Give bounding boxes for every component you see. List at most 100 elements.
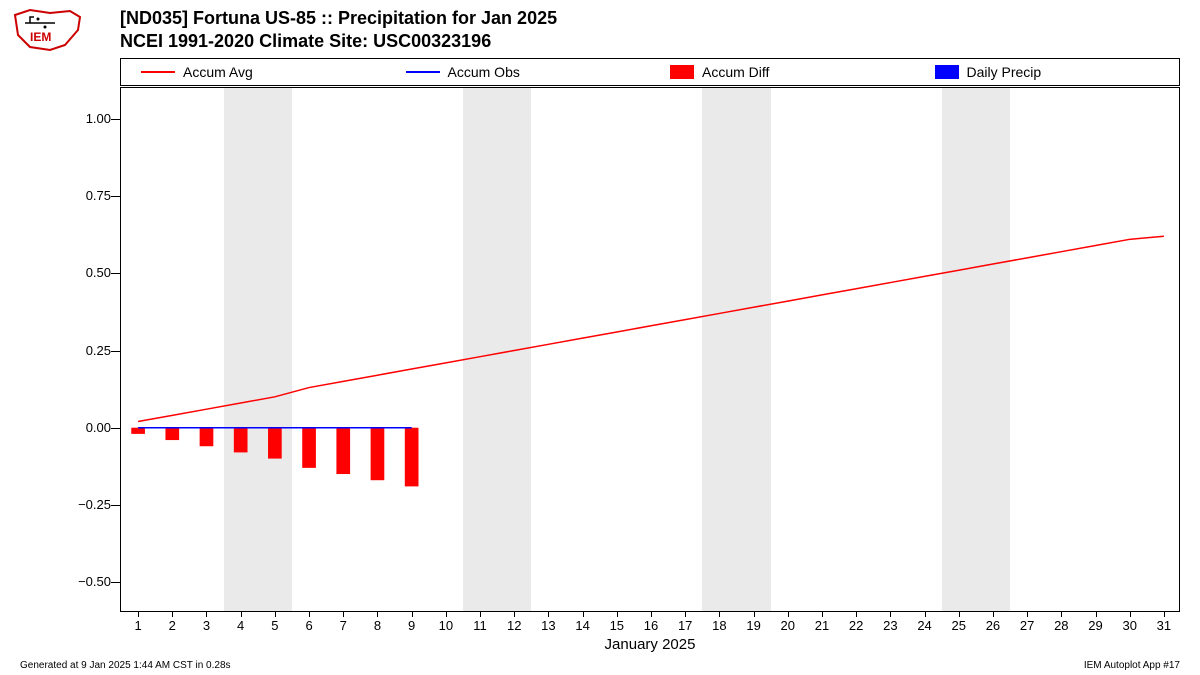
xtick [514, 611, 515, 617]
legend-item-accum-obs: Accum Obs [386, 64, 651, 80]
ytick-label: 0.50 [61, 265, 111, 280]
xtick [925, 611, 926, 617]
bar-accum-diff [165, 428, 179, 440]
footer-right: IEM Autoplot App #17 [1084, 660, 1180, 671]
iem-logo: IEM [10, 5, 85, 55]
xtick-label: 24 [917, 618, 931, 633]
xtick [275, 611, 276, 617]
legend-swatch-line [141, 71, 175, 73]
xtick-label: 15 [610, 618, 624, 633]
xtick [856, 611, 857, 617]
xtick-label: 31 [1157, 618, 1171, 633]
xtick [719, 611, 720, 617]
legend-label: Daily Precip [967, 64, 1042, 80]
xtick-label: 30 [1122, 618, 1136, 633]
bar-accum-diff [302, 428, 316, 468]
xtick [1027, 611, 1028, 617]
xtick [138, 611, 139, 617]
bar-accum-diff [200, 428, 214, 447]
xtick [548, 611, 549, 617]
xtick-label: 19 [746, 618, 760, 633]
xtick-label: 25 [952, 618, 966, 633]
title-line2: NCEI 1991-2020 Climate Site: USC00323196 [120, 31, 557, 52]
title-line1: [ND035] Fortuna US-85 :: Precipitation f… [120, 8, 557, 29]
ytick [111, 196, 121, 197]
xtick-label: 8 [374, 618, 381, 633]
xtick-label: 23 [883, 618, 897, 633]
xtick-label: 7 [340, 618, 347, 633]
bar-accum-diff [336, 428, 350, 474]
ytick-label: 0.75 [61, 188, 111, 203]
ytick [111, 119, 121, 120]
legend-label: Accum Avg [183, 64, 253, 80]
xtick-label: 9 [408, 618, 415, 633]
ytick [111, 505, 121, 506]
ytick [111, 428, 121, 429]
xtick [480, 611, 481, 617]
legend-label: Accum Diff [702, 64, 769, 80]
ytick-label: −0.50 [61, 574, 111, 589]
xtick [1164, 611, 1165, 617]
xtick [446, 611, 447, 617]
ytick [111, 351, 121, 352]
xtick [1130, 611, 1131, 617]
xtick [822, 611, 823, 617]
legend-swatch-rect [935, 65, 959, 79]
xtick [309, 611, 310, 617]
chart-svg [121, 88, 1179, 611]
ytick-label: 0.00 [61, 420, 111, 435]
xtick [788, 611, 789, 617]
xtick [206, 611, 207, 617]
xtick-label: 12 [507, 618, 521, 633]
xtick [617, 611, 618, 617]
chart-container: IEM [ND035] Fortuna US-85 :: Precipitati… [0, 0, 1200, 675]
line-accum-avg [138, 236, 1164, 421]
xtick [1096, 611, 1097, 617]
legend-swatch-line [406, 71, 440, 73]
bar-accum-diff [371, 428, 385, 481]
xtick [754, 611, 755, 617]
x-axis-label: January 2025 [605, 636, 696, 653]
xtick-label: 29 [1088, 618, 1102, 633]
xtick-label: 13 [541, 618, 555, 633]
xtick-label: 16 [644, 618, 658, 633]
legend-item-accum-diff: Accum Diff [650, 64, 915, 80]
title-block: [ND035] Fortuna US-85 :: Precipitation f… [120, 8, 557, 52]
xtick-label: 22 [849, 618, 863, 633]
ytick-label: 0.25 [61, 343, 111, 358]
xtick-label: 27 [1020, 618, 1034, 633]
legend-item-daily-precip: Daily Precip [915, 64, 1180, 80]
bar-accum-diff [131, 428, 145, 434]
footer-left: Generated at 9 Jan 2025 1:44 AM CST in 0… [20, 660, 231, 671]
bar-accum-diff [234, 428, 248, 453]
xtick-label: 5 [271, 618, 278, 633]
legend: Accum Avg Accum Obs Accum Diff Daily Pre… [120, 58, 1180, 86]
xtick [1061, 611, 1062, 617]
ytick [111, 273, 121, 274]
xtick [890, 611, 891, 617]
bar-accum-diff [268, 428, 282, 459]
legend-swatch-rect [670, 65, 694, 79]
xtick-label: 10 [439, 618, 453, 633]
ytick [111, 582, 121, 583]
xtick [583, 611, 584, 617]
legend-item-accum-avg: Accum Avg [121, 64, 386, 80]
xtick-label: 1 [134, 618, 141, 633]
xtick-label: 26 [986, 618, 1000, 633]
xtick-label: 21 [815, 618, 829, 633]
svg-text:IEM: IEM [30, 30, 51, 44]
xtick [651, 611, 652, 617]
legend-label: Accum Obs [448, 64, 520, 80]
ytick-label: 1.00 [61, 111, 111, 126]
xtick [241, 611, 242, 617]
xtick [412, 611, 413, 617]
xtick-label: 20 [781, 618, 795, 633]
xtick-label: 17 [678, 618, 692, 633]
xtick-label: 6 [305, 618, 312, 633]
xtick-label: 18 [712, 618, 726, 633]
xtick-label: 3 [203, 618, 210, 633]
xtick-label: 28 [1054, 618, 1068, 633]
xtick-label: 4 [237, 618, 244, 633]
plot-area: Precipitation [inch] January 2025 −0.50−… [120, 87, 1180, 612]
xtick [959, 611, 960, 617]
